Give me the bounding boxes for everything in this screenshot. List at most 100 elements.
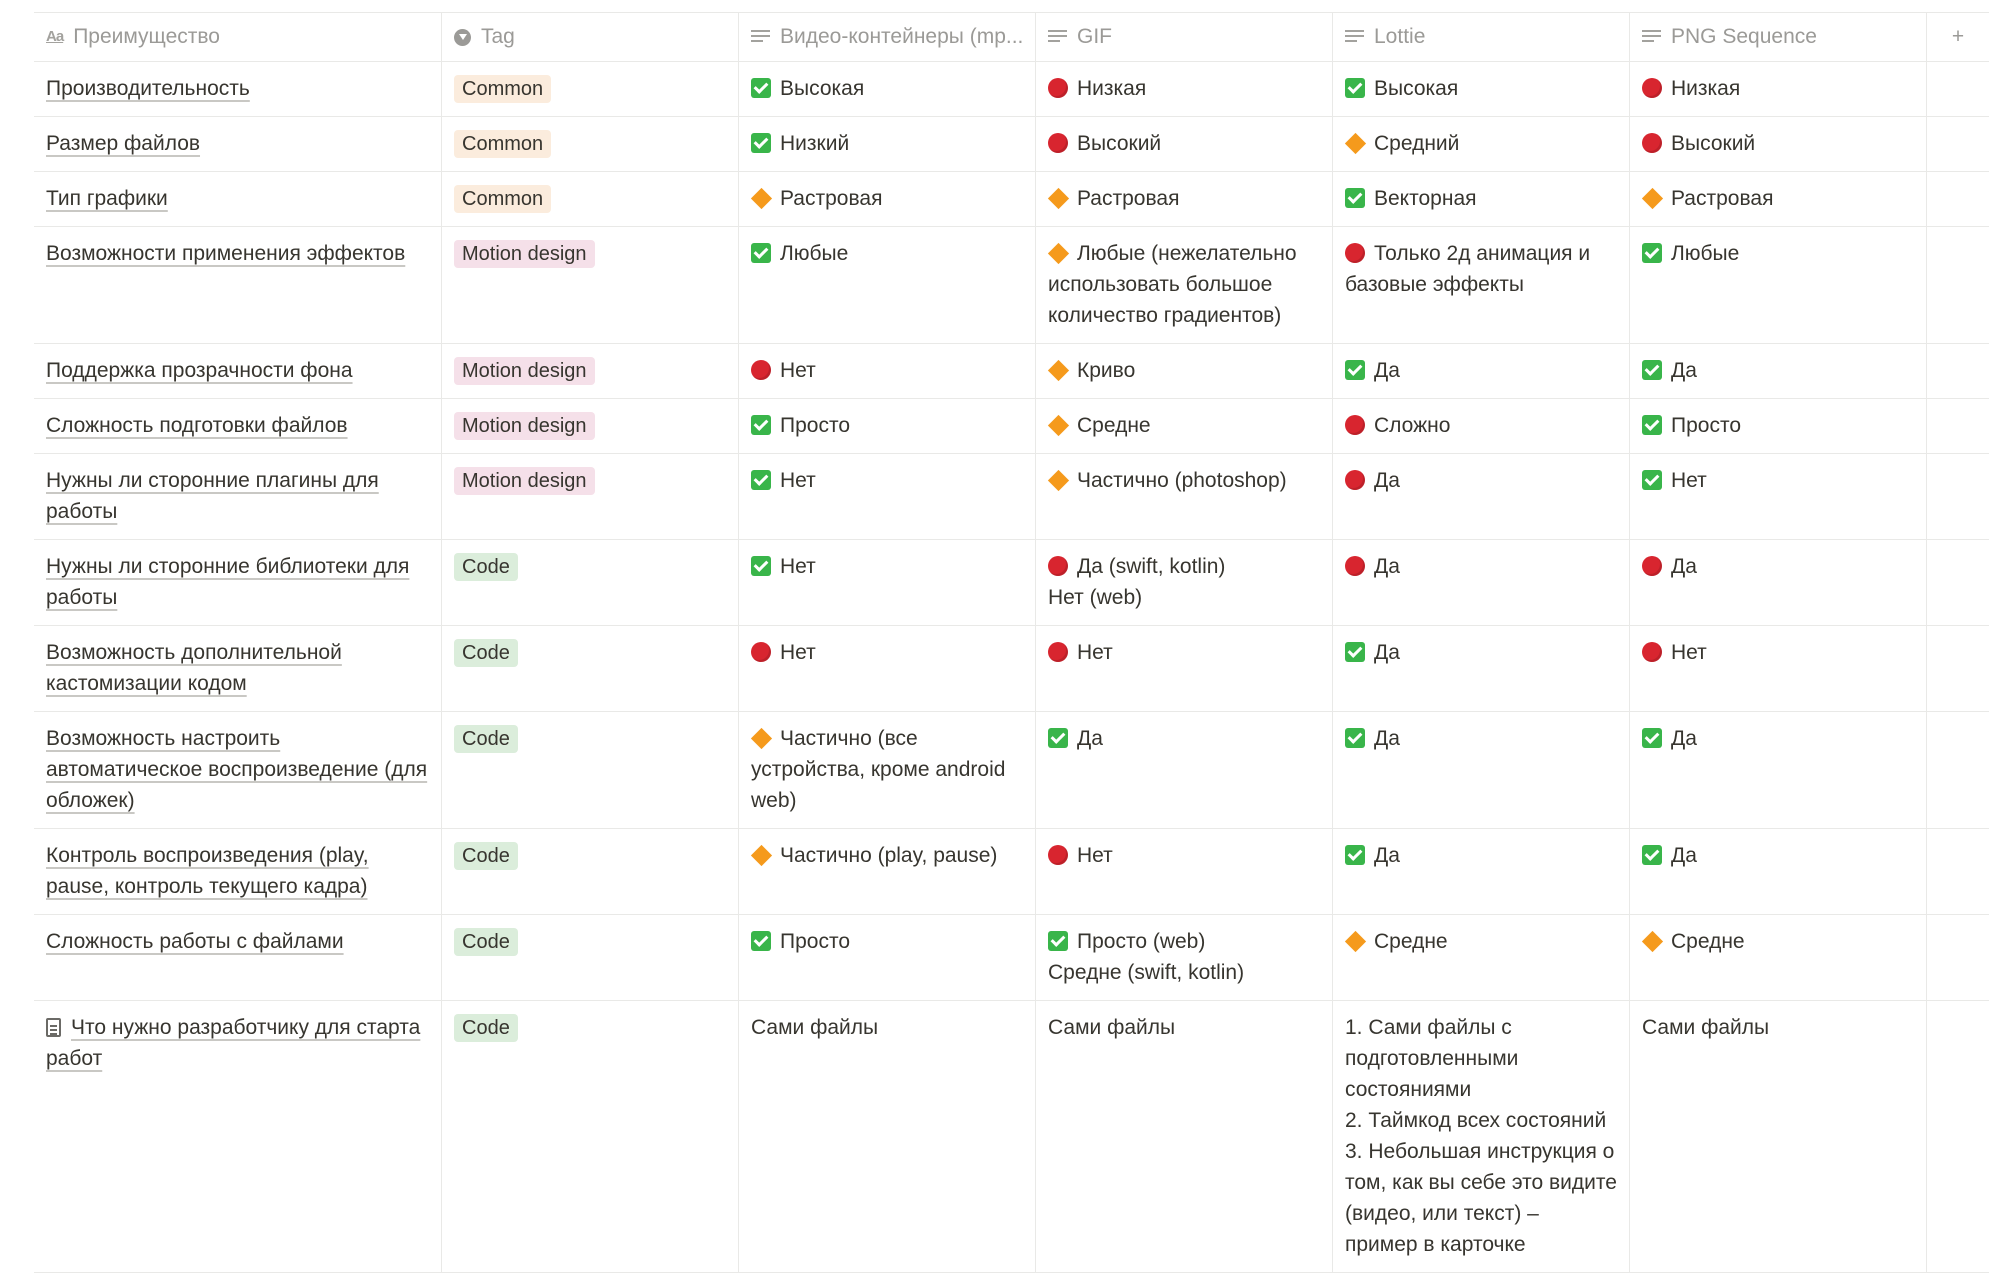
value-cell[interactable]: Нет xyxy=(739,626,1036,711)
value-cell[interactable]: Да xyxy=(1333,712,1630,828)
row-title-cell[interactable]: Контроль воспроизведения (play, pause, к… xyxy=(34,829,442,914)
value-cell[interactable]: Просто xyxy=(1630,399,1927,453)
value-cell[interactable]: Только 2д анимация и базовые эффекты xyxy=(1333,227,1630,343)
add-column-button[interactable]: + xyxy=(1927,13,1989,61)
column-header-tag[interactable]: Tag xyxy=(442,13,739,61)
value-cell[interactable]: Нет xyxy=(1630,626,1927,711)
row-title-cell[interactable]: Нужны ли сторонние плагины для работы xyxy=(34,454,442,539)
value-cell[interactable]: Высокий xyxy=(1036,117,1333,171)
column-header-video[interactable]: Видео-контейнеры (mp... xyxy=(739,13,1036,61)
value-cell[interactable]: Да xyxy=(1630,344,1927,398)
value-cell[interactable]: Криво xyxy=(1036,344,1333,398)
value-cell[interactable]: Да xyxy=(1333,344,1630,398)
value-cell[interactable]: Векторная xyxy=(1333,172,1630,226)
value-cell[interactable]: Нет xyxy=(1036,829,1333,914)
value-cell[interactable]: Да (swift, kotlin) Нет (web) xyxy=(1036,540,1333,625)
row-title[interactable]: Сложность работы с файлами xyxy=(46,930,344,953)
row-title[interactable]: Поддержка прозрачности фона xyxy=(46,359,353,382)
row-title-cell[interactable]: Возможность настроить автоматическое вос… xyxy=(34,712,442,828)
row-title[interactable]: Сложность подготовки файлов xyxy=(46,414,348,437)
tag-cell[interactable]: Code xyxy=(442,626,739,711)
row-title-cell[interactable]: Поддержка прозрачности фона xyxy=(34,344,442,398)
tag-cell[interactable]: Code xyxy=(442,712,739,828)
row-title-cell[interactable]: Сложность работы с файлами xyxy=(34,915,442,1000)
table-row[interactable]: Контроль воспроизведения (play, pause, к… xyxy=(34,829,1989,915)
row-title[interactable]: Контроль воспроизведения (play, pause, к… xyxy=(46,844,369,898)
tag-cell[interactable]: Code xyxy=(442,915,739,1000)
table-row[interactable]: Возможность дополнительной кастомизации … xyxy=(34,626,1989,712)
value-cell[interactable]: Средне xyxy=(1630,915,1927,1000)
value-cell[interactable]: Нет xyxy=(739,454,1036,539)
row-title[interactable]: Тип графики xyxy=(46,187,168,210)
table-row[interactable]: Возможности применения эффектов Motion de… xyxy=(34,227,1989,344)
tag-cell[interactable]: Common xyxy=(442,62,739,116)
table-row[interactable]: Возможность настроить автоматическое вос… xyxy=(34,712,1989,829)
value-cell[interactable]: Низкая xyxy=(1036,62,1333,116)
value-cell[interactable]: Средний xyxy=(1333,117,1630,171)
column-header-name[interactable]: Aa Преимущество xyxy=(34,13,442,61)
table-row[interactable]: Сложность работы с файлами Code Просто Прос… xyxy=(34,915,1989,1001)
tag-cell[interactable]: Motion design xyxy=(442,344,739,398)
value-cell[interactable]: Да xyxy=(1630,712,1927,828)
row-title-cell[interactable]: Возможности применения эффектов xyxy=(34,227,442,343)
table-row[interactable]: Поддержка прозрачности фона Motion design… xyxy=(34,344,1989,399)
value-cell[interactable]: Любые xyxy=(739,227,1036,343)
value-cell[interactable]: Частично (все устройства, кроме android … xyxy=(739,712,1036,828)
value-cell[interactable]: Сложно xyxy=(1333,399,1630,453)
value-cell[interactable]: Высокая xyxy=(739,62,1036,116)
row-title[interactable]: Нужны ли сторонние библиотеки для работы xyxy=(46,555,410,609)
row-title-cell[interactable]: Сложность подготовки файлов xyxy=(34,399,442,453)
value-cell[interactable]: Да xyxy=(1333,454,1630,539)
value-cell[interactable]: Да xyxy=(1333,540,1630,625)
tag-cell[interactable]: Motion design xyxy=(442,454,739,539)
value-cell[interactable]: Средне xyxy=(1333,915,1630,1000)
value-cell[interactable]: Просто xyxy=(739,915,1036,1000)
value-cell[interactable]: Низкая xyxy=(1630,62,1927,116)
value-cell[interactable]: Сами файлы xyxy=(739,1001,1036,1272)
tag-cell[interactable]: Common xyxy=(442,117,739,171)
row-title[interactable]: Что нужно разработчику для старта работ xyxy=(46,1016,421,1070)
row-title-cell[interactable]: Возможность дополнительной кастомизации … xyxy=(34,626,442,711)
row-title-cell[interactable]: Тип графики xyxy=(34,172,442,226)
value-cell[interactable]: Нет xyxy=(1630,454,1927,539)
table-row[interactable]: Производительность Common Высокая Низкая Выс… xyxy=(34,62,1989,117)
row-title[interactable]: Размер файлов xyxy=(46,132,201,155)
value-cell[interactable]: Любые xyxy=(1630,227,1927,343)
value-cell[interactable]: Да xyxy=(1333,829,1630,914)
value-cell[interactable]: Низкий xyxy=(739,117,1036,171)
row-title-cell[interactable]: Размер файлов xyxy=(34,117,442,171)
column-header-lottie[interactable]: Lottie xyxy=(1333,13,1630,61)
table-row[interactable]: Размер файлов Common Низкий Высокий Средний В… xyxy=(34,117,1989,172)
value-cell[interactable]: Нет xyxy=(1036,626,1333,711)
column-header-gif[interactable]: GIF xyxy=(1036,13,1333,61)
row-title-cell[interactable]: Что нужно разработчику для старта работ xyxy=(34,1001,442,1272)
value-cell[interactable]: Растровая xyxy=(1630,172,1927,226)
value-cell[interactable]: Просто xyxy=(739,399,1036,453)
tag-cell[interactable]: Code xyxy=(442,540,739,625)
value-cell[interactable]: Высокий xyxy=(1630,117,1927,171)
table-row[interactable]: Тип графики Common Растровая Растровая Векто… xyxy=(34,172,1989,227)
tag-cell[interactable]: Motion design xyxy=(442,227,739,343)
value-cell[interactable]: 1. Сами файлы с подготовленными состояни… xyxy=(1333,1001,1630,1272)
table-row[interactable]: Что нужно разработчику для старта работ C… xyxy=(34,1001,1989,1273)
value-cell[interactable]: Частично (photoshop) xyxy=(1036,454,1333,539)
row-title[interactable]: Возможность настроить автоматическое вос… xyxy=(46,727,428,812)
tag-cell[interactable]: Motion design xyxy=(442,399,739,453)
value-cell[interactable]: Нет xyxy=(739,344,1036,398)
row-title-cell[interactable]: Нужны ли сторонние библиотеки для работы xyxy=(34,540,442,625)
value-cell[interactable]: Да xyxy=(1630,540,1927,625)
value-cell[interactable]: Растровая xyxy=(739,172,1036,226)
table-row[interactable]: Сложность подготовки файлов Motion design… xyxy=(34,399,1989,454)
value-cell[interactable]: Просто (web) Средне (swift, kotlin) xyxy=(1036,915,1333,1000)
value-cell[interactable]: Сами файлы xyxy=(1630,1001,1927,1272)
value-cell[interactable]: Средне xyxy=(1036,399,1333,453)
value-cell[interactable]: Высокая xyxy=(1333,62,1630,116)
row-title[interactable]: Нужны ли сторонние плагины для работы xyxy=(46,469,379,523)
table-row[interactable]: Нужны ли сторонние библиотеки для работы… xyxy=(34,540,1989,626)
value-cell[interactable]: Да xyxy=(1333,626,1630,711)
value-cell[interactable]: Да xyxy=(1630,829,1927,914)
column-header-png-sequence[interactable]: PNG Sequence xyxy=(1630,13,1927,61)
tag-cell[interactable]: Code xyxy=(442,1001,739,1272)
tag-cell[interactable]: Code xyxy=(442,829,739,914)
value-cell[interactable]: Сами файлы xyxy=(1036,1001,1333,1272)
